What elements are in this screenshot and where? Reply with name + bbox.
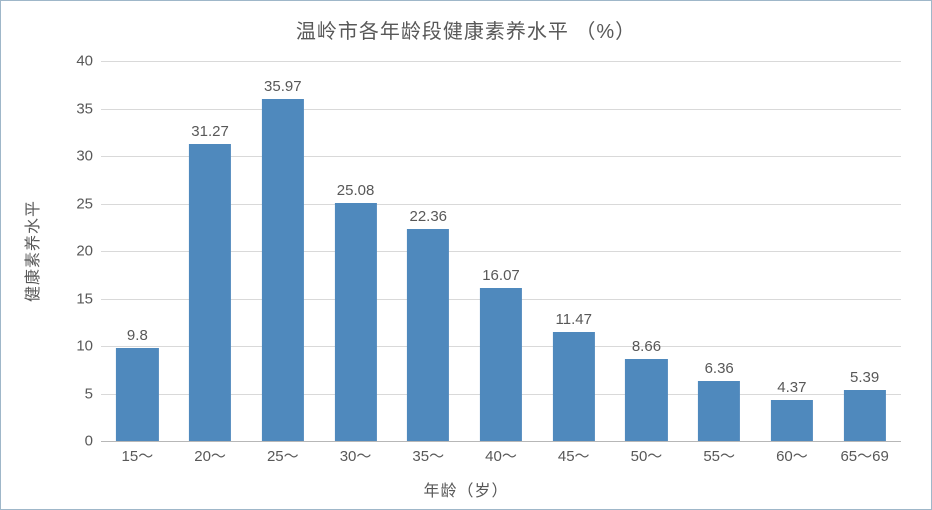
bar-value-label: 22.36 bbox=[409, 208, 447, 225]
bar-value-label: 25.08 bbox=[337, 182, 375, 199]
bar bbox=[480, 288, 522, 441]
y-tick-label: 35 bbox=[53, 100, 93, 117]
x-tick-label: 65～69 bbox=[840, 445, 888, 466]
chart-title: 温岭市各年龄段健康素养水平 （%） bbox=[1, 15, 931, 44]
y-tick-label: 40 bbox=[53, 53, 93, 70]
bar-group: 9.8 bbox=[101, 61, 174, 441]
bar-group: 4.37 bbox=[756, 61, 829, 441]
x-tick-label: 35～ bbox=[412, 445, 444, 466]
bar bbox=[116, 348, 158, 441]
bar-group: 5.39 bbox=[828, 61, 901, 441]
x-tick-label: 45～ bbox=[558, 445, 590, 466]
bar-group: 16.07 bbox=[465, 61, 538, 441]
bar-group: 8.66 bbox=[610, 61, 683, 441]
gridline bbox=[101, 441, 901, 442]
y-tick-label: 20 bbox=[53, 243, 93, 260]
x-tick-label: 15～ bbox=[122, 445, 154, 466]
bar-value-label: 8.66 bbox=[632, 338, 661, 355]
plot-area: 9.8 31.27 35.97 25.08 22.36 16.07 11.47 8.66 6.3… bbox=[101, 61, 901, 441]
x-tick-label: 40～ bbox=[485, 445, 517, 466]
bar-value-label: 6.36 bbox=[705, 360, 734, 377]
y-tick-label: 15 bbox=[53, 290, 93, 307]
x-tick-label: 60～ bbox=[776, 445, 808, 466]
x-tick-label: 50～ bbox=[631, 445, 663, 466]
bar-value-label: 4.37 bbox=[777, 379, 806, 396]
bar bbox=[334, 203, 376, 441]
bar-group: 22.36 bbox=[392, 61, 465, 441]
bar-value-label: 11.47 bbox=[556, 311, 592, 328]
chart-container: 温岭市各年龄段健康素养水平 （%） 健康素养水平 9.8 31.27 35.97 25… bbox=[0, 0, 932, 510]
y-tick-label: 30 bbox=[53, 148, 93, 165]
bar-group: 31.27 bbox=[174, 61, 247, 441]
bar bbox=[553, 332, 595, 441]
y-axis-title: 健康素养水平 bbox=[19, 200, 43, 302]
x-tick-label: 25～ bbox=[267, 445, 299, 466]
bar-group: 35.97 bbox=[246, 61, 319, 441]
bar-group: 6.36 bbox=[683, 61, 756, 441]
bar bbox=[625, 359, 667, 441]
bar bbox=[189, 144, 231, 441]
y-tick-label: 25 bbox=[53, 195, 93, 212]
x-tick-label: 20～ bbox=[194, 445, 226, 466]
bar-value-label: 31.27 bbox=[191, 123, 229, 140]
x-tick-label: 55～ bbox=[703, 445, 735, 466]
x-tick-label: 30～ bbox=[340, 445, 372, 466]
bar bbox=[262, 99, 304, 441]
bar-value-label: 35.97 bbox=[264, 78, 302, 95]
bar bbox=[407, 229, 449, 441]
bar-value-label: 9.8 bbox=[127, 327, 148, 344]
bar bbox=[698, 381, 740, 441]
bar bbox=[844, 390, 886, 441]
bar-group: 25.08 bbox=[319, 61, 392, 441]
bar-value-label: 5.39 bbox=[850, 369, 879, 386]
bar-value-label: 16.07 bbox=[482, 267, 520, 284]
bar-group: 11.47 bbox=[537, 61, 610, 441]
y-tick-label: 10 bbox=[53, 338, 93, 355]
y-tick-label: 0 bbox=[53, 433, 93, 450]
bar bbox=[771, 400, 813, 442]
x-axis-title: 年龄（岁） bbox=[423, 477, 508, 501]
y-tick-label: 5 bbox=[53, 385, 93, 402]
